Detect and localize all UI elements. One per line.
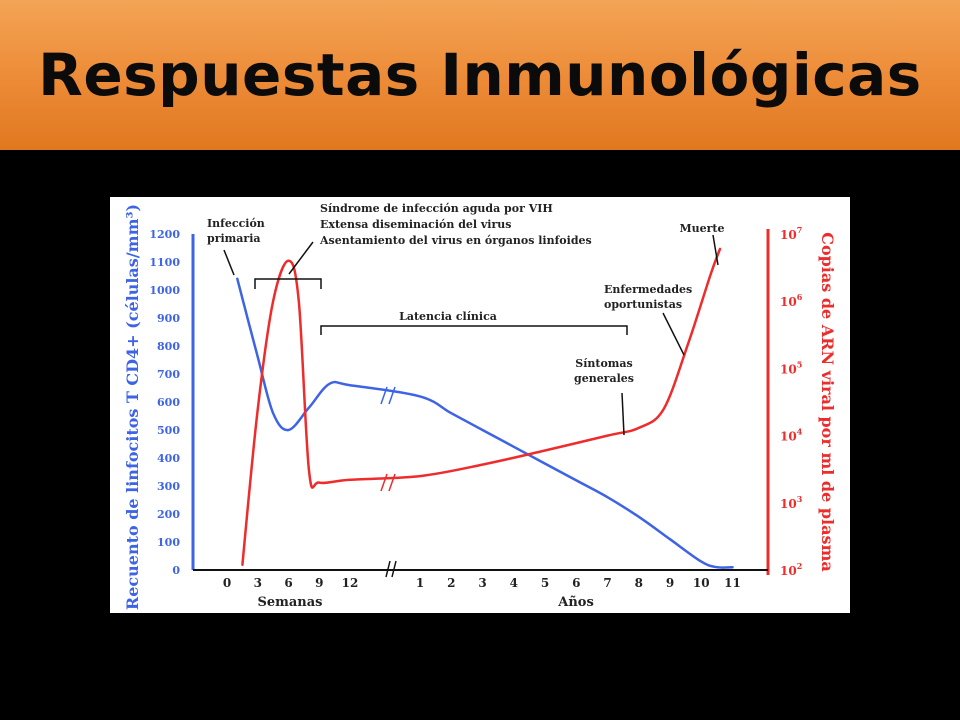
- annotation-muerte: Muerte: [679, 222, 724, 235]
- annotation-sindrome-3: Asentamiento del virus en órganos linfoi…: [319, 234, 592, 247]
- left-tick-label: 1200: [149, 228, 180, 241]
- cd4-line-break: [380, 386, 396, 405]
- left-tick-label: 200: [157, 508, 180, 521]
- annotation-infeccion-1: Infección: [207, 217, 265, 230]
- x-tick-label-week: 9: [315, 576, 323, 590]
- right-tick-label: 106: [780, 292, 803, 309]
- rna-series-line: [241, 247, 722, 566]
- annotation-sindrome-2: Extensa diseminación del virus: [320, 218, 511, 231]
- annotation-latencia: Latencia clínica: [399, 310, 497, 323]
- right-axis-title: Copias de ARN viral por ml de plasma: [818, 232, 837, 572]
- slide-title: Respuestas Inmunológicas: [38, 41, 922, 109]
- left-tick-label: 800: [157, 340, 180, 353]
- annotation-enfermedades-2: oportunistas: [604, 298, 682, 311]
- left-tick-label: 400: [157, 452, 180, 465]
- x-tick-label-year: 3: [478, 576, 486, 590]
- annotation-enfermedades-1: Enfermedades: [604, 283, 692, 296]
- x-tick-label-week: 3: [254, 576, 262, 590]
- left-tick-label: 700: [157, 368, 180, 381]
- x-axis-break: [385, 560, 397, 578]
- left-axis-title: Recuento de linfocitos T CD4+ (células/m…: [123, 204, 142, 610]
- left-tick-label: 1000: [149, 284, 180, 297]
- pointer-sintomas: [621, 392, 625, 436]
- x-tick-label-week: 0: [223, 576, 231, 590]
- acute-phase-bracket: [254, 278, 322, 289]
- annotation-sindrome-1: Síndrome de infección aguda por VIH: [320, 202, 553, 215]
- rna-line-break: [380, 473, 396, 492]
- x-years-label: Años: [557, 595, 594, 610]
- right-tick-label: 104: [780, 427, 803, 444]
- left-tick-label: 600: [157, 396, 180, 409]
- x-tick-label-week: 12: [342, 576, 359, 590]
- x-weeks-label: Semanas: [257, 595, 322, 610]
- x-tick-label-year: 9: [666, 576, 674, 590]
- x-tick-label-year: 11: [724, 576, 741, 590]
- left-tick-label: 100: [157, 536, 180, 549]
- annotation-sintomas-2: generales: [574, 372, 634, 385]
- cd4-series-line: [236, 277, 734, 569]
- x-tick-label-year: 6: [572, 576, 580, 590]
- x-tick-label-year: 2: [447, 576, 455, 590]
- right-tick-label: 103: [780, 494, 803, 511]
- x-tick-label-year: 10: [693, 576, 710, 590]
- x-tick-label-year: 1: [416, 576, 424, 590]
- annotation-sintomas-1: Síntomas: [575, 357, 633, 370]
- right-tick-label: 105: [780, 359, 802, 376]
- x-tick-label-week: 6: [284, 576, 292, 590]
- annotation-infeccion-2: primaria: [207, 232, 261, 245]
- pointer-muerte: [712, 234, 719, 266]
- left-tick-label: 900: [157, 312, 180, 325]
- hiv-course-chart: Recuento de linfocitos T CD4+ (células/m…: [123, 202, 837, 610]
- left-tick-label: 500: [157, 424, 180, 437]
- pointer-infeccion: [223, 249, 235, 276]
- chart-panel: Recuento de linfocitos T CD4+ (células/m…: [110, 197, 850, 613]
- left-tick-label: 0: [172, 564, 180, 577]
- left-tick-label: 300: [157, 480, 180, 493]
- pointer-sindrome: [288, 241, 314, 275]
- right-tick-label: 102: [780, 561, 802, 578]
- x-tick-label-year: 4: [510, 576, 518, 590]
- right-tick-label: 107: [780, 225, 802, 242]
- x-tick-label-year: 5: [541, 576, 549, 590]
- title-bar: Respuestas Inmunológicas: [0, 0, 960, 150]
- x-tick-label-year: 8: [635, 576, 643, 590]
- left-tick-label: 1100: [149, 256, 180, 269]
- latency-bracket: [320, 325, 628, 335]
- pointer-enfermedades: [662, 312, 685, 356]
- x-tick-label-year: 7: [603, 576, 611, 590]
